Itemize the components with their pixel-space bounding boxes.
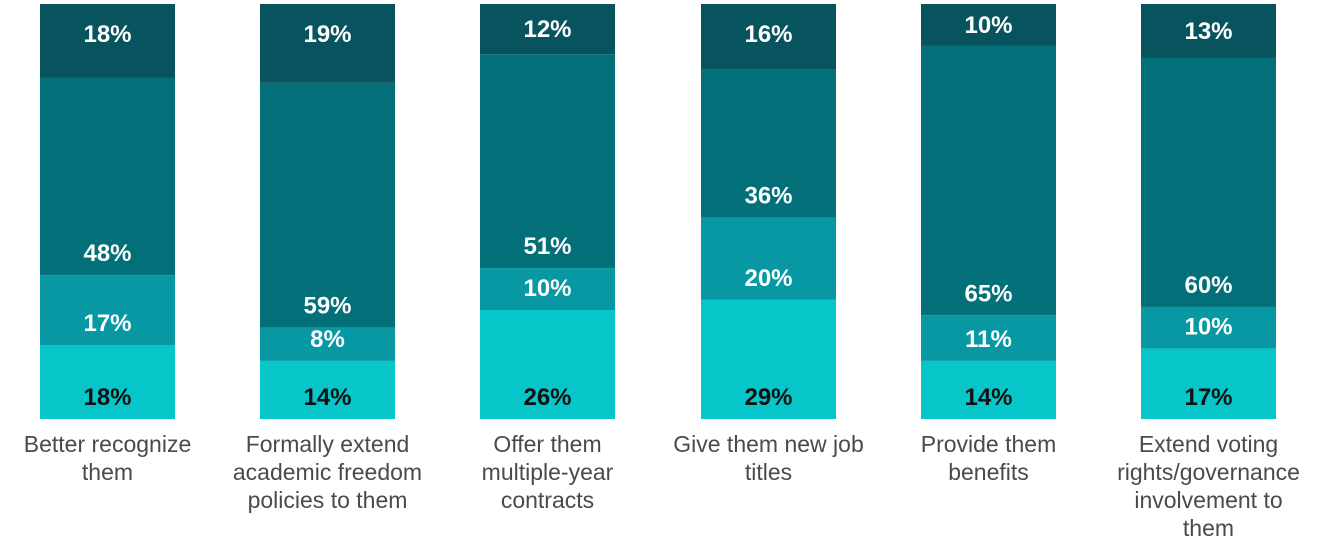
category-label-line: Formally extend [246, 431, 410, 457]
bar-segment-3-0 [701, 299, 836, 419]
value-label-4-3: 10% [964, 12, 1012, 39]
bar-segment-2-0 [480, 310, 615, 419]
category-label-line: Give them new job [673, 431, 863, 457]
value-label-0-1: 17% [83, 310, 131, 337]
value-label-1-2: 59% [303, 293, 351, 320]
category-label-4: Provide them benefits [921, 431, 1057, 485]
category-label-line: benefits [948, 459, 1029, 485]
value-label-4-1: 11% [965, 326, 1012, 353]
bar-segment-3-1 [701, 217, 836, 300]
category-label-line: involvement to [1134, 487, 1282, 513]
value-label-1-3: 19% [303, 21, 351, 48]
bar-segment-2-1 [480, 268, 615, 311]
category-label-line: Offer them [493, 431, 601, 457]
value-label-3-2: 36% [744, 183, 792, 210]
category-label-line: rights/governance [1117, 459, 1300, 485]
category-label-line: Provide them [921, 431, 1057, 457]
bar-segment-5-3 [1141, 4, 1276, 58]
bar-segment-1-0 [260, 360, 395, 419]
category-label-line: them [82, 459, 133, 485]
bar-segment-3-3 [701, 4, 836, 70]
bar-segment-0-3 [40, 4, 175, 78]
bar-segment-2-3 [480, 4, 615, 55]
category-label-line: titles [745, 459, 792, 485]
category-label-line: contracts [501, 487, 594, 513]
value-label-4-2: 65% [964, 280, 1012, 307]
value-label-2-3: 12% [523, 16, 571, 43]
bar-segment-0-1 [40, 275, 175, 346]
bar-segment-5-1 [1141, 306, 1276, 349]
bar-segment-5-0 [1141, 348, 1276, 419]
value-label-5-1: 10% [1184, 313, 1232, 340]
value-label-1-1: 8% [310, 326, 345, 353]
bar-segment-1-2 [260, 82, 395, 328]
category-label-3: Give them new job titles [673, 431, 863, 485]
bar-segment-2-2 [480, 54, 615, 269]
bar-segment-4-0 [921, 360, 1056, 419]
category-label-0: Better recognize them [24, 431, 191, 485]
category-label-line: them [1183, 515, 1234, 541]
value-label-3-1: 20% [744, 265, 792, 292]
category-label-line: Better recognize [24, 431, 191, 457]
category-label-1: Formally extend academic freedom policies … [233, 431, 422, 513]
bar-segment-4-3 [921, 4, 1056, 46]
bar-segment-1-3 [260, 4, 395, 83]
bar-segment-0-0 [40, 345, 175, 419]
bar-segment-3-2 [701, 69, 836, 218]
value-label-0-3: 18% [83, 21, 131, 48]
value-label-0-0: 18% [83, 384, 131, 411]
value-label-5-3: 13% [1184, 18, 1232, 45]
value-label-4-0: 14% [964, 384, 1012, 411]
bar-segment-5-2 [1141, 57, 1276, 307]
bar-segment-1-1 [260, 327, 395, 361]
value-label-0-2: 48% [83, 240, 131, 267]
value-label-3-0: 29% [744, 384, 792, 411]
category-label-line: academic freedom [233, 459, 422, 485]
bar-segment-4-1 [921, 315, 1056, 361]
value-label-2-0: 26% [523, 384, 571, 411]
bar-segment-0-2 [40, 77, 175, 276]
value-label-1-0: 14% [303, 384, 351, 411]
category-label-line: Extend voting [1139, 431, 1278, 457]
value-label-3-3: 16% [744, 21, 792, 48]
value-label-5-2: 60% [1184, 272, 1232, 299]
bar-segment-4-2 [921, 45, 1056, 316]
value-label-5-0: 17% [1184, 384, 1232, 411]
category-label-line: policies to them [248, 487, 408, 513]
value-label-2-2: 51% [523, 233, 571, 260]
value-label-2-1: 10% [523, 275, 571, 302]
category-label-2: Offer them multiple-year contracts [482, 431, 614, 513]
category-label-line: multiple-year [482, 459, 614, 485]
category-label-5: Extend voting rights/governance involvemen… [1117, 431, 1300, 541]
